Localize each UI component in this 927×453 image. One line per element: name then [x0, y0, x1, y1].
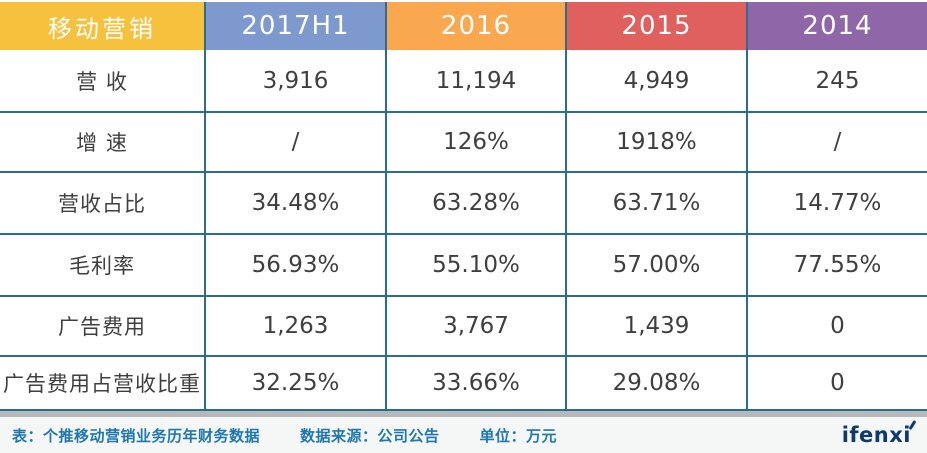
- table-cell: 32.25%: [206, 357, 387, 409]
- header-cell-title: 移动营销: [0, 2, 206, 50]
- table-cell: 3,916: [206, 50, 387, 111]
- header-cell-2015: 2015: [567, 2, 748, 50]
- table-cell: 77.55%: [748, 235, 927, 295]
- table-cell: 245: [748, 50, 927, 111]
- table-cell: 1918%: [567, 113, 748, 171]
- table-row-gross-margin: 毛利率 56.93% 55.10% 57.00% 77.55%: [0, 235, 927, 297]
- table-cell: 4,949: [567, 50, 748, 111]
- table-header-row: 移动营销 2017H1 2016 2015 2014: [0, 2, 927, 50]
- table-row-ad-expense: 广告费用 1,263 3,767 1,439 0: [0, 297, 927, 357]
- table-cell: /: [206, 113, 387, 171]
- unit-note: 单位：万元: [479, 426, 558, 445]
- row-label: 增 速: [0, 113, 206, 171]
- table-cell: 33.66%: [387, 357, 567, 409]
- table-cell: 3,767: [387, 297, 567, 355]
- table-row-growth: 增 速 / 126% 1918% /: [0, 113, 927, 173]
- table-cell: 63.71%: [567, 173, 748, 233]
- table-cell: 57.00%: [567, 235, 748, 295]
- table-cell: 63.28%: [387, 173, 567, 233]
- row-label: 毛利率: [0, 235, 206, 295]
- table-row-ad-expense-ratio: 广告费用占营收比重 32.25% 33.66% 29.08% 0: [0, 357, 927, 411]
- ifenxi-logo: ifenxi: [841, 419, 917, 447]
- table-row-revenue-share: 营收占比 34.48% 63.28% 63.71% 14.77%: [0, 173, 927, 235]
- header-cell-2014: 2014: [748, 2, 927, 50]
- table-cell: 11,194: [387, 50, 567, 111]
- separator-bar: [0, 411, 927, 417]
- row-label: 营收占比: [0, 173, 206, 233]
- row-label: 广告费用占营收比重: [0, 357, 206, 409]
- logo-accent-mark: [908, 419, 917, 431]
- table-row-revenue: 营 收 3,916 11,194 4,949 245: [0, 50, 927, 113]
- row-label: 广告费用: [0, 297, 206, 355]
- table-cell: 0: [748, 357, 927, 409]
- header-cell-2017h1: 2017H1: [206, 2, 387, 50]
- table-caption: 表：个推移动营销业务历年财务数据: [12, 426, 261, 445]
- table-cell: 1,263: [206, 297, 387, 355]
- table-cell: 14.77%: [748, 173, 927, 233]
- table-cell: 126%: [387, 113, 567, 171]
- data-table: 移动营销 2017H1 2016 2015 2014 营 收 3,916 11,…: [0, 2, 927, 411]
- logo-text: ifenxi: [841, 423, 911, 447]
- table-cell: /: [748, 113, 927, 171]
- table-cell: 55.10%: [387, 235, 567, 295]
- data-source-note: 数据来源：公司公告: [300, 426, 440, 445]
- row-label: 营 收: [0, 50, 206, 111]
- table-cell: 34.48%: [206, 173, 387, 233]
- table-cell: 29.08%: [567, 357, 748, 409]
- footer: 表：个推移动营销业务历年财务数据 数据来源：公司公告 单位：万元 ifenxi: [0, 417, 927, 453]
- header-cell-2016: 2016: [387, 2, 567, 50]
- footer-notes: 表：个推移动营销业务历年财务数据 数据来源：公司公告 单位：万元: [12, 425, 557, 446]
- table-cell: 56.93%: [206, 235, 387, 295]
- table-cell: 1,439: [567, 297, 748, 355]
- table-cell: 0: [748, 297, 927, 355]
